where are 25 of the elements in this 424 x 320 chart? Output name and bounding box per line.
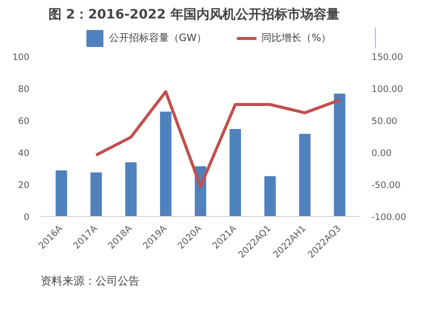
bar [160,112,172,216]
y-tick-label: 20 [18,181,30,191]
bar [299,134,311,216]
y2-tick-label: 0.00 [372,149,392,159]
bar [230,128,241,216]
y2-tick-label: -100.00 [372,213,407,223]
bar [90,172,102,216]
y2-tick-label: 50.00 [372,117,398,127]
y-tick-label: 100 [12,53,30,63]
y-tick-label: 40 [18,149,30,159]
bar [125,162,137,216]
bar [56,170,68,216]
legend-label: 同比增长（%） [262,32,332,44]
chart-title: 图 2：2016-2022 年国内风机公开招标市场容量 [48,6,340,22]
line-series [94,90,342,188]
bar [334,94,346,216]
y-tick-label: 80 [18,85,30,95]
y2-tick-label: 150.00 [372,53,404,63]
legend-label: 公开招标容量（GW） [108,32,207,44]
y2-tick-label: -50.00 [372,181,401,191]
y-tick-label: 0 [24,213,30,223]
y-tick-label: 60 [18,117,30,127]
bar [264,176,276,216]
text: 资料来源：公司公告 [40,274,140,288]
y2-tick-label: 100.00 [372,85,404,95]
